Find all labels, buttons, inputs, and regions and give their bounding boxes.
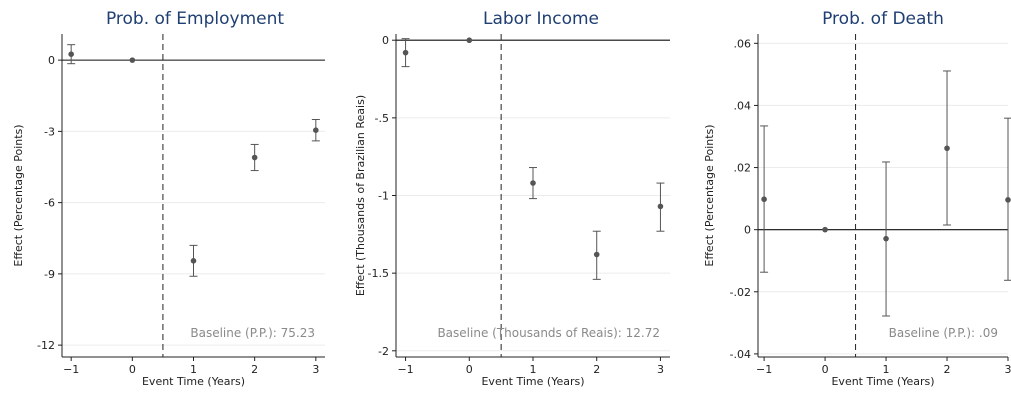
y-tick-label: 0 bbox=[744, 224, 751, 237]
x-tick-label: −1 bbox=[397, 363, 413, 376]
data-point bbox=[191, 258, 197, 264]
chart-title: Prob. of Employment bbox=[106, 9, 284, 29]
x-tick-label: 3 bbox=[657, 363, 664, 376]
y-axis-label: Effect (Percentage Points) bbox=[703, 124, 716, 266]
y-tick-label: -3 bbox=[44, 125, 55, 138]
y-tick-label: -12 bbox=[37, 339, 55, 352]
x-tick-label: −1 bbox=[63, 363, 79, 376]
data-point bbox=[252, 155, 258, 161]
data-point bbox=[944, 145, 950, 151]
y-tick-label: -6 bbox=[44, 197, 55, 210]
y-tick-label: 0 bbox=[382, 34, 389, 47]
data-point bbox=[130, 57, 136, 63]
y-axis-label: Effect (Thousands of Brazilian Reais) bbox=[354, 95, 367, 296]
data-point bbox=[883, 236, 889, 242]
data-point bbox=[822, 227, 828, 233]
data-point bbox=[313, 127, 319, 133]
x-axis-label: Event Time (Years) bbox=[142, 375, 245, 388]
y-tick-label: -.04 bbox=[730, 348, 751, 361]
y-tick-label: -2 bbox=[378, 345, 389, 358]
y-tick-label: 0 bbox=[48, 54, 55, 67]
x-tick-label: 3 bbox=[312, 363, 319, 376]
data-point bbox=[761, 196, 767, 202]
data-point bbox=[403, 50, 409, 56]
y-tick-label: .02 bbox=[734, 162, 752, 175]
x-tick-label: 0 bbox=[822, 363, 829, 376]
data-point bbox=[68, 51, 74, 57]
baseline-note: Baseline (Thousands of Reais): 12.72 bbox=[437, 326, 660, 340]
y-tick-label: -1.5 bbox=[368, 267, 389, 280]
x-axis-label: Event Time (Years) bbox=[831, 375, 934, 388]
chart-title: Labor Income bbox=[483, 9, 599, 29]
data-point bbox=[658, 204, 664, 210]
x-tick-label: 3 bbox=[1005, 363, 1011, 376]
y-tick-label: -.5 bbox=[375, 112, 389, 125]
data-point bbox=[530, 180, 536, 186]
y-axis-label: Effect (Percentage Points) bbox=[12, 124, 25, 266]
x-tick-label: 2 bbox=[593, 363, 600, 376]
chart-title: Prob. of Death bbox=[822, 9, 944, 29]
y-tick-label: -1 bbox=[378, 190, 389, 203]
baseline-note: Baseline (P.P.): 75.23 bbox=[190, 326, 315, 340]
data-point bbox=[594, 252, 600, 258]
x-tick-label: 0 bbox=[466, 363, 473, 376]
x-tick-label: 0 bbox=[129, 363, 136, 376]
y-tick-label: -9 bbox=[44, 268, 55, 281]
y-tick-label: -.02 bbox=[730, 286, 751, 299]
y-tick-label: .06 bbox=[734, 37, 752, 50]
x-tick-label: 2 bbox=[944, 363, 951, 376]
x-tick-label: 2 bbox=[251, 363, 258, 376]
data-point bbox=[466, 37, 472, 43]
x-axis-label: Event Time (Years) bbox=[481, 375, 584, 388]
data-point bbox=[1005, 197, 1011, 203]
x-tick-label: −1 bbox=[756, 363, 772, 376]
baseline-note: Baseline (P.P.): .09 bbox=[889, 326, 998, 340]
y-tick-label: .04 bbox=[734, 99, 752, 112]
